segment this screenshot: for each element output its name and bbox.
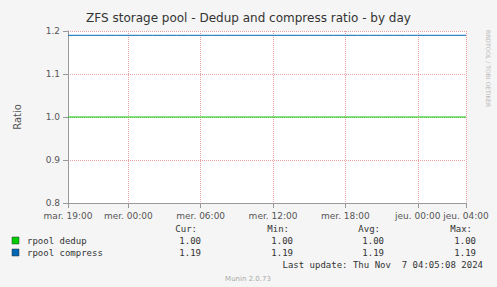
svg-text:0.9: 0.9 <box>46 155 61 165</box>
svg-text:1.19: 1.19 <box>362 248 384 258</box>
svg-text:Last update: Thu Nov 7 04:05:: Last update: Thu Nov 7 04:05:08 2024 <box>283 260 483 270</box>
svg-text:1.19: 1.19 <box>454 248 476 258</box>
svg-text:jeu. 00:00: jeu. 00:00 <box>394 211 441 221</box>
svg-text:Munin 2.0.73: Munin 2.0.73 <box>225 275 271 283</box>
svg-text:1.2: 1.2 <box>46 26 60 36</box>
svg-text:Max:: Max: <box>450 224 472 234</box>
svg-text:1.00: 1.00 <box>362 236 384 246</box>
svg-text:ZFS storage pool - Dedup and c: ZFS storage pool - Dedup and compress ra… <box>86 11 411 25</box>
svg-text:Cur:: Cur: <box>175 224 197 234</box>
svg-text:Avg:: Avg: <box>358 224 380 234</box>
svg-text:1.19: 1.19 <box>271 248 293 258</box>
svg-text:0.8: 0.8 <box>46 198 61 208</box>
svg-text:1.19: 1.19 <box>179 248 201 258</box>
svg-text:Min:: Min: <box>267 224 289 234</box>
svg-text:1.1: 1.1 <box>46 69 60 79</box>
svg-text:1.00: 1.00 <box>454 236 476 246</box>
svg-text:mer. 00:00: mer. 00:00 <box>104 211 153 221</box>
svg-text:mer. 12:00: mer. 12:00 <box>249 211 298 221</box>
svg-text:mer. 06:00: mer. 06:00 <box>176 211 225 221</box>
svg-text:rpool dedup: rpool dedup <box>27 236 87 246</box>
svg-text:jeu. 04:00: jeu. 04:00 <box>442 211 489 221</box>
svg-text:1.0: 1.0 <box>46 112 61 122</box>
svg-text:1.00: 1.00 <box>271 236 293 246</box>
svg-text:RRDTOOL / TOBI OETIKER: RRDTOOL / TOBI OETIKER <box>485 30 492 107</box>
svg-text:rpool compress: rpool compress <box>27 248 103 258</box>
svg-text:mer. 18:00: mer. 18:00 <box>321 211 370 221</box>
svg-text:Ratio: Ratio <box>12 104 23 130</box>
svg-text:mar. 19:00: mar. 19:00 <box>44 211 93 221</box>
svg-text:1.00: 1.00 <box>179 236 201 246</box>
